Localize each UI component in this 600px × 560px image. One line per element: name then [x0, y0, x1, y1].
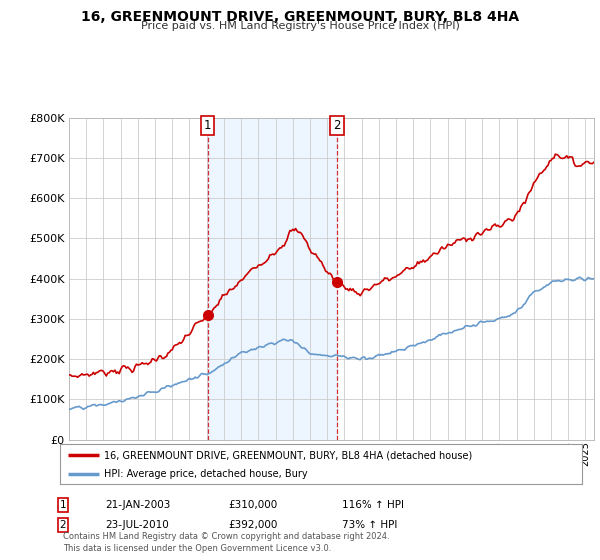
Text: 2: 2	[59, 520, 67, 530]
Text: 73% ↑ HPI: 73% ↑ HPI	[342, 520, 397, 530]
Text: HPI: Average price, detached house, Bury: HPI: Average price, detached house, Bury	[104, 469, 308, 479]
Text: 16, GREENMOUNT DRIVE, GREENMOUNT, BURY, BL8 4HA (detached house): 16, GREENMOUNT DRIVE, GREENMOUNT, BURY, …	[104, 450, 473, 460]
Text: 2: 2	[333, 119, 341, 132]
Text: 21-JAN-2003: 21-JAN-2003	[105, 500, 170, 510]
Text: 1: 1	[204, 119, 211, 132]
Text: 16, GREENMOUNT DRIVE, GREENMOUNT, BURY, BL8 4HA: 16, GREENMOUNT DRIVE, GREENMOUNT, BURY, …	[81, 10, 519, 24]
Text: 116% ↑ HPI: 116% ↑ HPI	[342, 500, 404, 510]
Text: Price paid vs. HM Land Registry's House Price Index (HPI): Price paid vs. HM Land Registry's House …	[140, 21, 460, 31]
Text: 1: 1	[59, 500, 67, 510]
Text: Contains HM Land Registry data © Crown copyright and database right 2024.
This d: Contains HM Land Registry data © Crown c…	[63, 532, 389, 553]
Text: £392,000: £392,000	[228, 520, 277, 530]
Text: £310,000: £310,000	[228, 500, 277, 510]
Text: 23-JUL-2010: 23-JUL-2010	[105, 520, 169, 530]
Bar	[208, 118, 337, 440]
